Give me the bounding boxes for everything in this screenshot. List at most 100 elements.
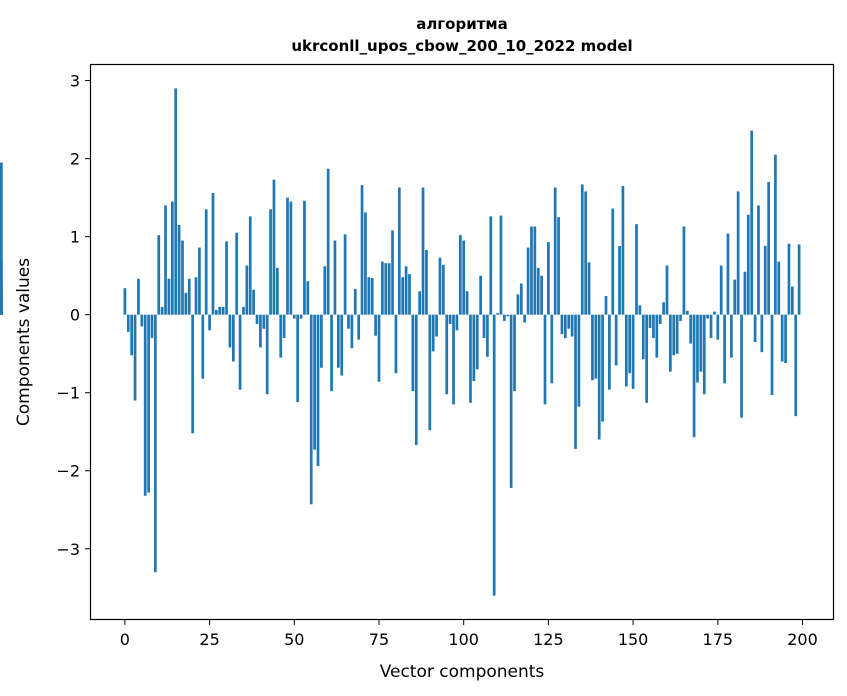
bar xyxy=(143,314,147,496)
bar xyxy=(760,314,764,353)
bar xyxy=(540,275,543,315)
bar xyxy=(479,275,482,315)
bar xyxy=(774,154,777,315)
bar xyxy=(455,314,459,331)
bar xyxy=(563,314,567,339)
bar xyxy=(797,244,801,315)
x-axis-label: Vector components xyxy=(380,662,545,682)
bar xyxy=(702,314,706,395)
bar xyxy=(770,314,774,396)
bar xyxy=(509,314,513,488)
bar xyxy=(516,294,520,315)
chart-title-line-2: ukrconll_upos_cbow_200_10_2022 model xyxy=(291,37,632,55)
bar xyxy=(726,233,730,315)
bar xyxy=(601,314,604,422)
bar xyxy=(614,314,618,366)
bar xyxy=(309,314,313,505)
bar xyxy=(215,310,218,315)
bar xyxy=(292,314,296,319)
bar xyxy=(225,241,228,315)
bar xyxy=(299,314,303,319)
chart-title-line-1: алгоритма xyxy=(416,15,508,33)
bar xyxy=(458,235,462,315)
bar xyxy=(418,291,421,315)
bar xyxy=(167,278,171,315)
bar xyxy=(641,314,645,360)
x-tick-label: 0 xyxy=(120,630,130,649)
bar xyxy=(326,168,330,315)
x-tick-label: 25 xyxy=(199,630,219,649)
bar xyxy=(150,314,154,339)
bar xyxy=(506,314,510,317)
bar xyxy=(228,314,232,348)
bar xyxy=(489,216,493,315)
y-tick-label: 0 xyxy=(70,306,80,325)
bar xyxy=(133,314,137,401)
bar xyxy=(255,314,259,325)
bar xyxy=(160,306,164,315)
bar xyxy=(547,242,550,315)
bar xyxy=(154,314,157,573)
bar xyxy=(618,246,621,315)
bar xyxy=(584,191,588,315)
bar xyxy=(126,314,130,332)
bar xyxy=(648,314,652,328)
bar xyxy=(333,240,337,315)
bar xyxy=(218,306,222,315)
bar xyxy=(591,314,594,381)
bar xyxy=(685,310,689,315)
bar xyxy=(350,314,354,349)
bar xyxy=(394,314,398,374)
bar xyxy=(472,314,476,382)
bar xyxy=(157,235,161,315)
bar xyxy=(377,314,381,382)
bar xyxy=(296,314,300,403)
bar xyxy=(679,314,682,321)
bar xyxy=(662,302,665,315)
bar xyxy=(252,289,255,315)
bar xyxy=(330,314,333,392)
bar xyxy=(526,247,530,315)
bar xyxy=(201,314,205,379)
bar xyxy=(387,263,391,315)
bar xyxy=(431,314,435,352)
bar xyxy=(340,314,344,376)
bar xyxy=(492,314,496,596)
bar xyxy=(574,314,577,449)
bar xyxy=(530,226,533,315)
bar xyxy=(611,208,615,315)
y-tick-label: 2 xyxy=(70,150,80,169)
bar xyxy=(533,226,537,315)
bar xyxy=(408,274,411,315)
bar xyxy=(360,185,364,315)
bar xyxy=(709,314,713,339)
bar xyxy=(194,277,198,315)
bar xyxy=(452,314,455,405)
bars-group xyxy=(0,88,801,596)
bar xyxy=(794,314,798,417)
bar xyxy=(336,314,340,368)
bar xyxy=(550,314,554,384)
x-tick-label: 200 xyxy=(787,630,818,649)
bar xyxy=(682,226,686,315)
bar xyxy=(428,314,432,431)
bar xyxy=(675,314,679,354)
y-tick-label: 1 xyxy=(70,228,80,247)
bar xyxy=(699,314,703,372)
bar xyxy=(445,314,449,395)
bar xyxy=(740,314,743,418)
bar xyxy=(669,314,672,372)
bar xyxy=(231,314,235,362)
y-tick-label: −2 xyxy=(56,462,80,481)
bar xyxy=(496,313,499,315)
bar xyxy=(177,224,181,315)
bar xyxy=(211,192,215,315)
bar xyxy=(404,266,408,315)
bar xyxy=(475,314,479,370)
bar xyxy=(743,271,747,315)
bar xyxy=(790,286,794,315)
bar xyxy=(587,262,591,315)
bar xyxy=(482,314,486,339)
bar xyxy=(275,267,279,315)
bar xyxy=(608,314,611,390)
